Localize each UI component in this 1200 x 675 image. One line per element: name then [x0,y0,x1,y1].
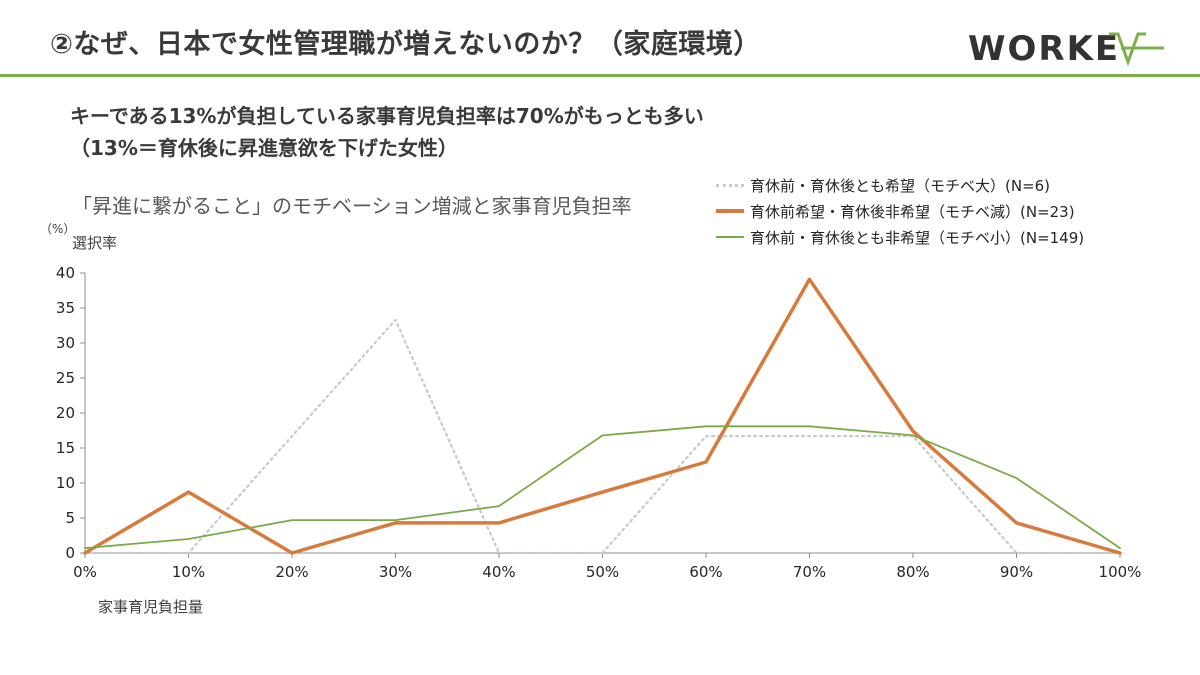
chart-legend: 育休前・育休後とも希望（モチベ大）(N=6) 育休前希望・育休後非希望（モチベ減… [716,172,1084,250]
x-tick-label: 80% [896,563,929,581]
y-tick-label: 25 [56,369,75,387]
legend-label: 育休前・育休後とも非希望（モチベ小）(N=149) [750,228,1085,247]
legend-label: 育休前・育休後とも希望（モチベ大）(N=6) [750,176,1051,195]
legend-swatch-dotted [716,183,744,187]
legend-item-motivation-low: 育休前・育休後とも非希望（モチベ小）(N=149) [716,224,1084,250]
y-tick-label: 30 [56,334,75,352]
y-unit-label: （%） [40,222,76,236]
x-tick-label: 0% [73,563,97,581]
legend-swatch-green [716,236,744,238]
headline-line-1: キーである13%が負担している家事育児負担率は70%がもっとも多い [70,104,704,128]
series-motivation-low-line [84,425,1121,549]
title-divider [0,74,1200,77]
slide-title: ②なぜ、日本で女性管理職が増えないのか？（家庭環境） [50,29,761,60]
x-axis-title: 家事育児負担量 [98,598,204,616]
y-tick-label: 20 [56,404,75,422]
x-tick-label: 10% [172,563,205,581]
workex-logo: WORKE [968,29,1164,69]
y-tick-label: 40 [56,264,75,282]
legend-item-motivation-high: 育休前・育休後とも希望（モチベ大）(N=6) [716,172,1084,198]
y-tick-label: 5 [65,509,75,527]
headline-line-2: （13%＝育休後に昇進意欲を下げた女性） [70,136,458,160]
x-tick-label: 30% [379,563,412,581]
y-tick-label: 10 [56,474,75,492]
y-axis-title: 選択率 [72,234,118,252]
svg-text:WORKE: WORKE [968,29,1120,69]
headline: キーである13%が負担している家事育児負担率は70%がもっとも多い （13%＝育… [70,100,704,164]
legend-label: 育休前希望・育休後非希望（モチベ減）(N=23) [750,202,1075,221]
legend-swatch-orange [716,209,744,213]
series-motivation-high-line [83,318,1122,555]
x-tick-label: 50% [586,563,619,581]
chart-title: 「昇進に繋がること」のモチベーション増減と家事育児負担率 [72,194,632,218]
y-tick-label: 35 [56,299,75,317]
x-tick-label: 60% [689,563,722,581]
y-tick-label: 15 [56,439,75,457]
y-tick-label: 0 [65,544,75,562]
x-tick-label: 100% [1099,563,1142,581]
x-tick-label: 70% [793,563,826,581]
x-tick-label: 90% [1000,563,1033,581]
series-motivation-drop-line [83,277,1122,555]
x-tick-label: 20% [275,563,308,581]
legend-item-motivation-drop: 育休前希望・育休後非希望（モチベ減）(N=23) [716,198,1084,224]
x-tick-label: 40% [482,563,515,581]
